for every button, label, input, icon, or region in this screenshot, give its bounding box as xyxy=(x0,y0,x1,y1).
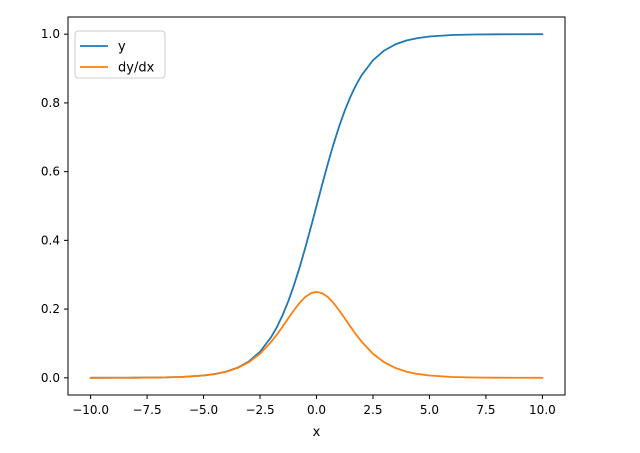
y-axis-ticks: 0.0 0.2 0.4 0.6 0.8 1.0 xyxy=(41,27,68,385)
x-tick-label: −10.0 xyxy=(72,403,109,417)
y-tick-label: 1.0 xyxy=(41,27,60,41)
y-tick-label: 0.0 xyxy=(41,371,60,385)
x-tick-label: −5.0 xyxy=(189,403,218,417)
x-tick-label: −2.5 xyxy=(245,403,274,417)
x-tick-label: 10.0 xyxy=(529,403,556,417)
y-tick-label: 0.2 xyxy=(41,302,60,316)
legend-label: dy/dx xyxy=(118,61,155,76)
legend: y dy/dx xyxy=(74,30,166,79)
x-tick-label: −7.5 xyxy=(132,403,161,417)
plot-area: −10.0 −7.5 −5.0 −2.5 0.0 2.5 5.0 7.5 10.0 0.0 0.2… xyxy=(41,16,566,417)
x-axis-ticks: −10.0 −7.5 −5.0 −2.5 0.0 2.5 5.0 7.5 10.0 xyxy=(72,395,556,417)
x-tick-label: 7.5 xyxy=(476,403,495,417)
x-tick-label: 5.0 xyxy=(420,403,439,417)
x-tick-label: 2.5 xyxy=(363,403,382,417)
x-axis-label: x xyxy=(313,425,321,440)
x-tick-label: 0.0 xyxy=(307,403,326,417)
y-tick-label: 0.4 xyxy=(41,233,60,247)
y-tick-label: 0.8 xyxy=(41,96,60,110)
series-line-dydx xyxy=(89,291,544,379)
y-tick-label: 0.6 xyxy=(41,165,60,179)
legend-label: y xyxy=(118,40,126,55)
series-layer xyxy=(89,33,544,379)
